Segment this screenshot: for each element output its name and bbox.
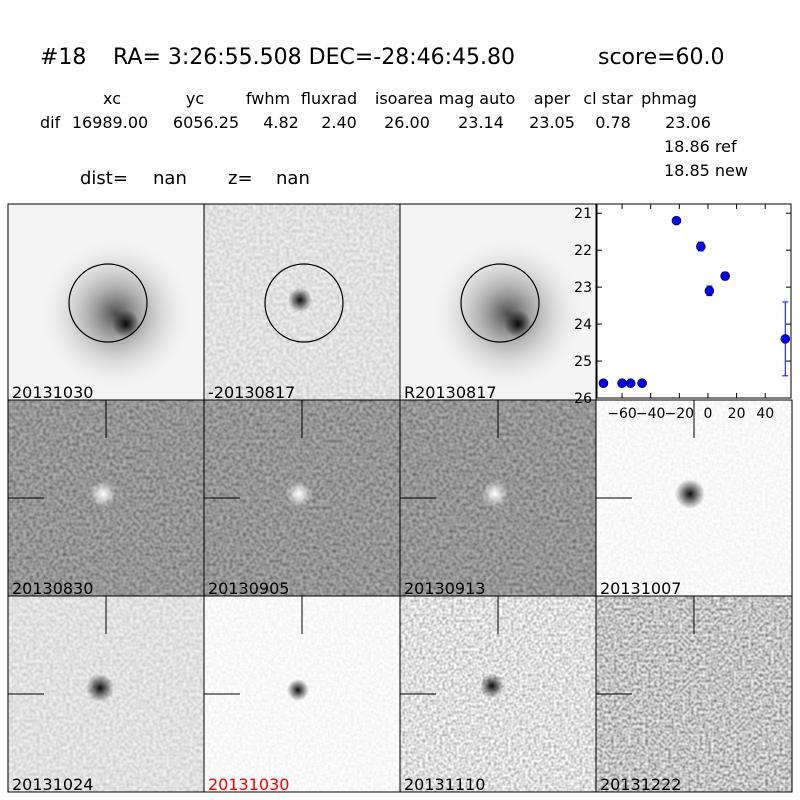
source [86,674,114,702]
ref-mag: 18.86 ref [664,137,737,156]
image-panel: 20131030 [7,203,205,402]
image-panel: 20131030 [203,595,401,794]
source [288,288,312,312]
aperture-circle [68,263,148,343]
panels: 20131030 -20130817 R20130817 20130830 201309… [7,203,793,794]
dist-value: nan [153,168,187,189]
row-value: 6056.25 [173,113,239,132]
new-mag: 18.85 new [664,161,748,180]
image-panel: 20130830 [7,399,205,598]
x-tick-label: −40 [636,406,666,422]
panel-label: 20131110 [404,775,485,794]
source [482,481,508,507]
image-panel: R20130817 [399,203,597,402]
data-point [625,378,636,389]
data-point [637,378,647,389]
panel-label: R20130817 [404,383,497,402]
row-value: 2.40 [321,113,357,132]
column-header: isoarea [375,89,433,108]
column-header: xc [103,89,121,108]
y-tick-label: 23 [574,280,592,296]
y-tick-label: 25 [574,354,592,370]
panel-label: 20131007 [600,579,681,598]
row-label: dif [40,113,61,132]
column-header: fluxrad [301,89,357,108]
score: score=60.0 [598,45,725,70]
panel-label: 20131024 [12,775,93,794]
galaxy-core [504,310,532,338]
data-point [598,378,609,389]
image-panel: 20130905 [203,399,401,598]
column-header: aper [534,89,571,108]
row-value: 0.78 [595,113,631,132]
data-point [696,241,706,252]
x-tick-label: 20 [728,406,746,422]
data-point [720,271,730,281]
z-value: nan [276,168,310,189]
x-tick-label: 0 [703,406,712,422]
y-tick-label: 21 [574,206,592,222]
z-label: z= [228,168,253,189]
source [287,679,309,701]
row-value: 23.06 [665,113,711,132]
column-header: cl star [583,89,633,108]
column-header: yc [186,89,204,108]
y-tick-label: 24 [574,317,592,333]
panel-label: 20130913 [404,579,485,598]
source [286,481,312,507]
y-tick-label: 26 [574,391,592,407]
data-point [780,334,791,344]
column-header: fwhm [246,89,290,108]
row-value: 23.14 [458,113,504,132]
column-header: phmag [641,89,697,108]
data-point [704,286,715,296]
y-tick-label: 22 [574,243,592,259]
panel-frame [595,595,793,793]
aperture-circle [264,263,344,343]
dist-label: dist= [80,168,128,189]
x-tick-label: −60 [607,406,637,422]
coordinates: RA= 3:26:55.508 DEC=-28:46:45.80 [113,45,515,70]
x-tick-label: −20 [665,406,695,422]
galaxy [428,234,588,394]
image-panel: 20131007 [595,399,793,598]
panel-label: 20130830 [12,579,93,598]
row-value: 4.82 [263,113,299,132]
source [90,481,116,507]
row-value: 16989.00 [72,113,148,132]
data-point [617,378,627,389]
galaxy-core [112,310,140,338]
lightcurve-chart: 21 22 23 24 25 26 −60 −40 −20 0 20 40 [574,203,792,422]
galaxy [36,234,196,394]
source [675,479,705,509]
panel-label: 20131222 [600,775,681,794]
plot-area [596,203,792,399]
source [480,674,504,698]
image-panel: 20131222 [595,595,793,794]
image-panel: -20130817 [203,203,401,402]
panel-label: 20131030 [208,775,289,794]
column-header: mag auto [439,89,516,108]
row-value: 26.00 [384,113,430,132]
header: #18 RA= 3:26:55.508 DEC=-28:46:45.80 score… [40,45,748,189]
image-panel: 20130913 [399,399,597,598]
panel-label: 20130905 [208,579,289,598]
panel-label: -20130817 [208,383,295,402]
panel-label: 20131030 [12,383,93,402]
image-panel: 20131110 [399,595,597,794]
row-value: 23.05 [529,113,575,132]
x-tick-label: 40 [756,406,774,422]
candidate-id: #18 [40,45,86,70]
data-point [671,215,682,226]
aperture-circle [460,263,540,343]
image-panel: 20131024 [7,595,205,794]
